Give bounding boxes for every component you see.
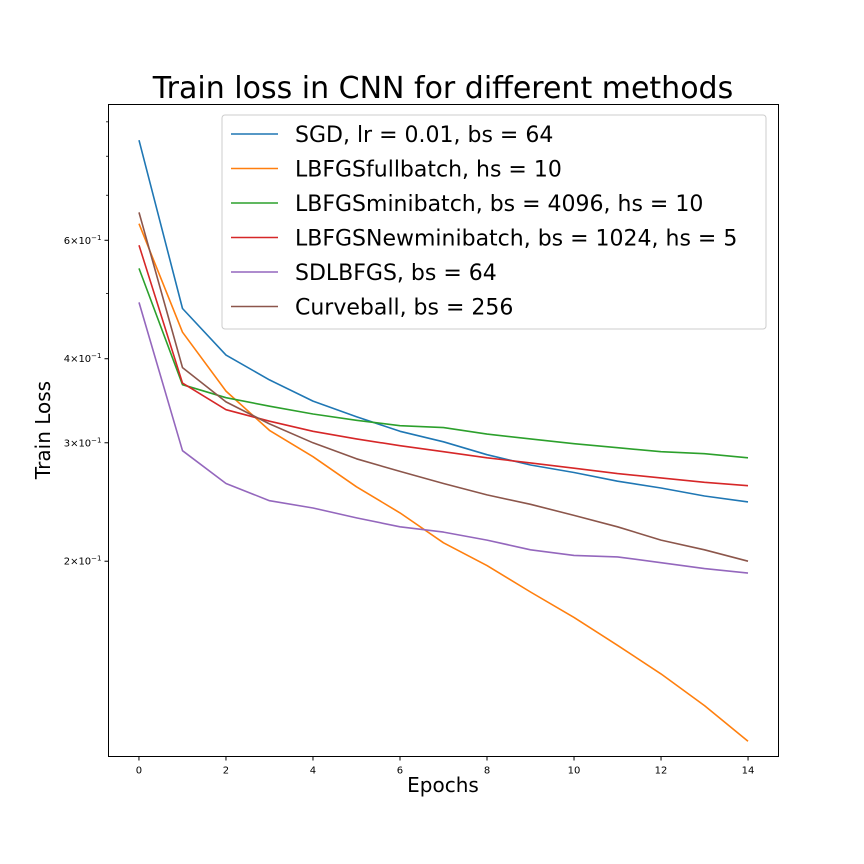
y-axis-label: Train Loss (31, 381, 55, 480)
x-axis-label: Epochs (407, 773, 479, 797)
y-axis-ticks: 2×10−1 3×10−1 4×10−1 6×10−1 (64, 121, 109, 568)
legend: SGD, lr = 0.01, bs = 64 LBFGSfullbatch, h… (221, 114, 767, 330)
axes-frame (108, 104, 779, 757)
x-tick-label: 12 (655, 766, 668, 777)
x-tick-label: 6 (397, 766, 403, 777)
x-axis-ticks: 0 2 4 6 8 10 12 14 (136, 756, 755, 777)
series-line-1 (138, 223, 749, 742)
chart-title: Train loss in CNN for different methods (152, 71, 733, 106)
legend-entry: LBFGSminibatch, bs = 4096, hs = 10 (295, 192, 703, 217)
x-tick-label: 10 (568, 766, 581, 777)
legend-entry: LBFGSNewminibatch, bs = 1024, hs = 5 (295, 227, 737, 252)
legend-box (221, 114, 767, 330)
x-tick-label: 0 (136, 766, 142, 777)
y-tick-label: 4×10−1 (64, 352, 102, 365)
legend-entry: LBFGSfullbatch, hs = 10 (295, 158, 562, 183)
series-line-5 (138, 212, 749, 562)
legend-entry: Curveball, bs = 256 (295, 296, 513, 321)
series-line-0 (138, 139, 749, 503)
x-tick-label: 2 (223, 766, 229, 777)
x-tick-label: 8 (484, 766, 490, 777)
legend-entry: SDLBFGS, bs = 64 (295, 261, 497, 286)
series-line-3 (138, 244, 749, 487)
y-tick-label: 2×10−1 (64, 555, 102, 568)
y-tick-label: 6×10−1 (64, 234, 102, 247)
series-line-4 (138, 302, 749, 574)
x-tick-label: 4 (310, 766, 316, 777)
series-layer (138, 139, 749, 742)
legend-entry: SGD, lr = 0.01, bs = 64 (295, 123, 553, 148)
x-tick-label: 14 (742, 766, 755, 777)
y-tick-label: 3×10−1 (64, 436, 102, 449)
series-line-2 (138, 268, 749, 459)
